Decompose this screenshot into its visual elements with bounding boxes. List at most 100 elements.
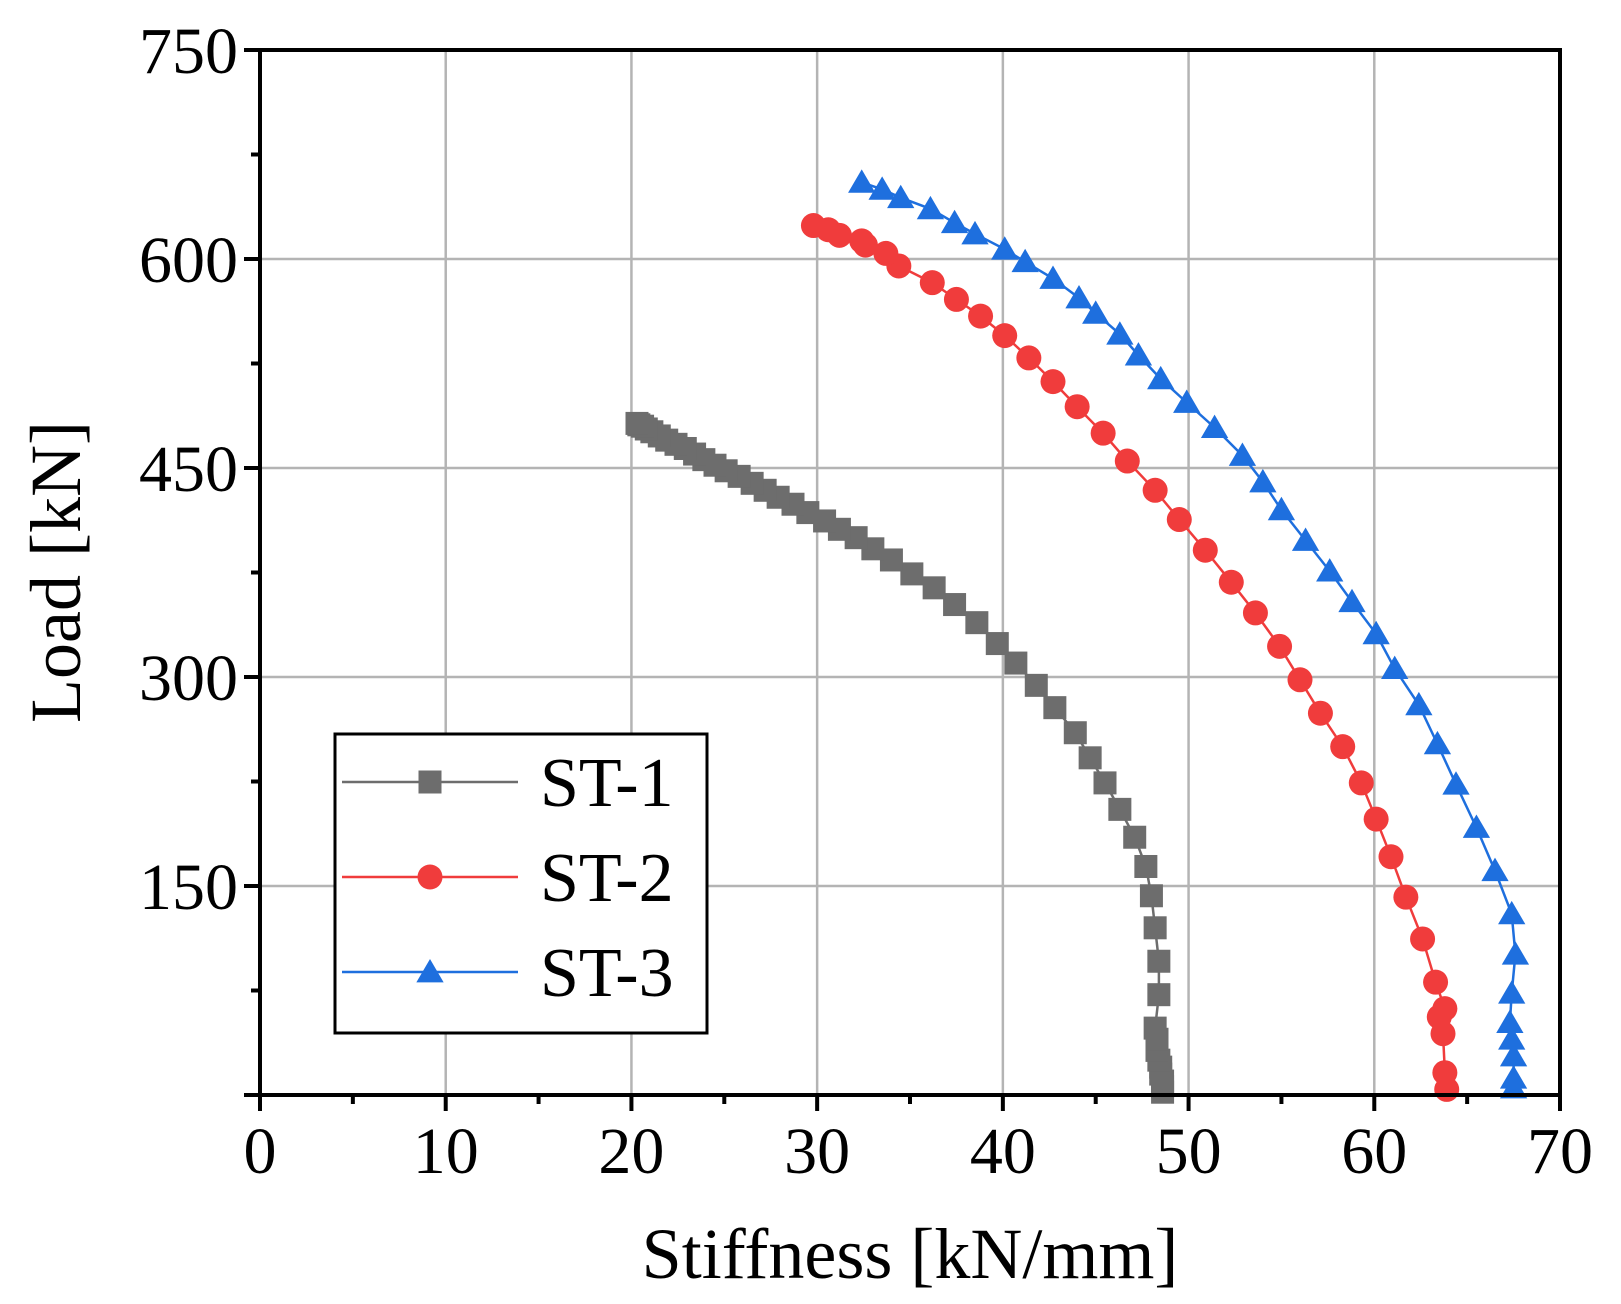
y-tick-label: 450: [139, 433, 238, 506]
legend-label: ST-3: [540, 935, 674, 1012]
data-point: [1405, 691, 1433, 716]
data-point: [1106, 321, 1134, 345]
data-point: [1498, 980, 1526, 1004]
data-point: [1330, 734, 1356, 760]
legend-marker: [416, 959, 444, 983]
data-point: [1362, 620, 1390, 645]
data-point: [879, 548, 903, 572]
legend: ST-1 ST-2 ST-3: [333, 732, 709, 1035]
data-point: [1338, 588, 1366, 613]
data-point: [1423, 730, 1452, 755]
data-point: [922, 576, 946, 600]
data-point: [1432, 1060, 1458, 1086]
data-point: [1242, 600, 1268, 626]
legend-box: [333, 732, 709, 1035]
y-tick-label: 600: [139, 224, 238, 297]
data-point: [1462, 814, 1491, 838]
data-point: [1011, 248, 1039, 273]
data-point: [1064, 394, 1090, 420]
data-point: [1499, 1065, 1528, 1089]
data-point: [961, 220, 989, 245]
legend-label: ST-1: [540, 745, 674, 822]
x-tick-label: 20: [598, 1115, 664, 1188]
data-point: [1410, 926, 1436, 952]
data-point: [1166, 507, 1192, 533]
data-point: [1316, 558, 1344, 582]
x-tick-labels: 0 10 20 30 40 50 60 70: [244, 1115, 1594, 1188]
data-point: [1143, 916, 1167, 940]
data-point: [1393, 884, 1419, 910]
data-point: [1287, 667, 1313, 693]
data-point: [848, 169, 876, 193]
data-point: [1040, 369, 1066, 395]
data-point: [1108, 797, 1132, 821]
x-tick-label: 60: [1341, 1115, 1407, 1188]
y-axis-label: Load [kN]: [16, 421, 96, 723]
data-point: [1291, 527, 1320, 551]
legend-item-st-1: ST-1: [342, 745, 674, 822]
data-point: [1078, 746, 1102, 770]
data-point: [1039, 265, 1067, 289]
data-point: [968, 303, 994, 329]
data-point: [1363, 806, 1389, 832]
data-point: [1093, 771, 1117, 795]
data-point: [1016, 345, 1042, 371]
data-point: [1307, 700, 1333, 726]
data-point: [1381, 655, 1409, 680]
x-axis-label: Stiffness [kN/mm]: [642, 1214, 1179, 1294]
data-point: [800, 213, 826, 239]
series-st-2: [800, 213, 1460, 1102]
data-point: [1200, 414, 1229, 438]
legend-item-st-2: ST-2: [342, 840, 674, 917]
data-point: [1124, 342, 1153, 366]
data-point: [1043, 696, 1067, 720]
data-point: [1123, 825, 1147, 849]
data-point: [1147, 949, 1171, 973]
data-point: [985, 632, 1009, 656]
data-point: [1004, 651, 1028, 675]
data-point: [1499, 1042, 1528, 1067]
data-point: [940, 209, 969, 234]
data-point: [1173, 389, 1201, 413]
data-point: [1348, 770, 1374, 796]
plot-series: [625, 169, 1530, 1104]
series-st-1: [625, 411, 1175, 1104]
data-point: [1267, 496, 1296, 521]
data-point: [1378, 844, 1404, 870]
x-tick-label: 10: [413, 1115, 479, 1188]
axis-ticks: [244, 48, 1562, 1111]
y-tick-label: 150: [139, 851, 238, 924]
data-point: [1063, 721, 1087, 745]
data-point: [1147, 365, 1175, 390]
x-tick-label: 70: [1527, 1115, 1593, 1188]
data-point: [1024, 673, 1048, 697]
data-point: [943, 593, 967, 617]
data-point: [1082, 300, 1110, 324]
data-point: [1143, 1016, 1167, 1040]
data-point: [1498, 1026, 1526, 1050]
data-point: [1134, 854, 1158, 878]
data-point: [1218, 569, 1244, 595]
y-tick-label: 750: [139, 15, 238, 88]
data-point: [1481, 857, 1509, 882]
y-tick-labels: 150 300 450 600 750: [139, 15, 238, 924]
legend-marker: [417, 864, 443, 890]
data-point: [625, 411, 649, 435]
x-tick-label: 50: [1156, 1115, 1222, 1188]
data-point: [916, 195, 945, 220]
data-point: [1249, 468, 1277, 493]
data-point: [1114, 448, 1140, 474]
data-point: [1423, 969, 1449, 995]
x-tick-label: 30: [784, 1115, 850, 1188]
data-point: [900, 562, 924, 586]
data-point: [1192, 537, 1218, 563]
data-point: [965, 611, 989, 635]
legend-label: ST-2: [540, 840, 674, 917]
series-st-3: [848, 169, 1530, 1099]
x-tick-label: 0: [244, 1115, 277, 1188]
data-point: [991, 236, 1019, 260]
data-point: [1139, 884, 1163, 908]
data-point: [849, 228, 875, 254]
legend-item-st-3: ST-3: [342, 935, 674, 1012]
